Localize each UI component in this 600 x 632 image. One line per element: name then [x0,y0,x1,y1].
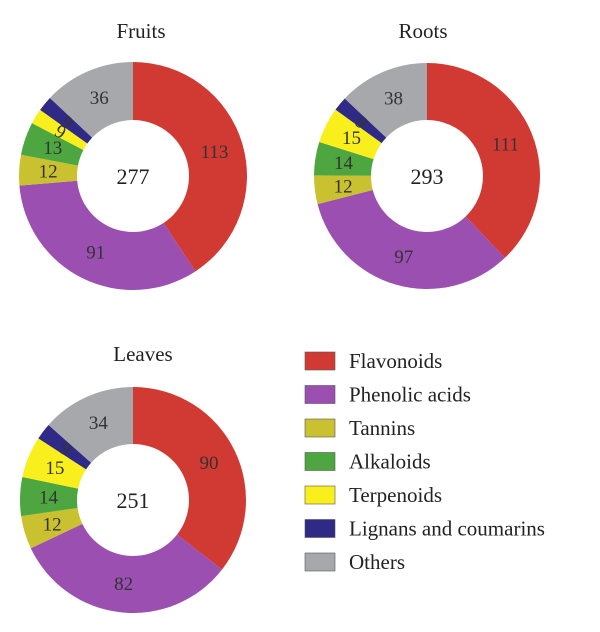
legend-swatch-tannins [304,418,336,438]
slice-fruits-tannins [19,154,78,186]
slice-leaves-lignans-and-coumarins [38,424,92,470]
slice-label-leaves-phenolic-acids: 82 [114,574,133,595]
legend-swatch-phenolic-acids [304,385,336,404]
legend-swatch-alkaloids [304,452,336,471]
legend-label-terpenoids: Terpenoids [349,483,442,507]
slice-roots-lignans-and-coumarins [335,98,387,144]
slice-leaves-phenolic-acids [30,523,222,613]
slice-fruits-alkaloids [20,123,84,166]
legend: Flavonoids Phenolic acids Tannins Alkaloids… [304,349,545,574]
legend-label-others: Others [349,550,405,574]
slice-label-leaves-flavonoids: 90 [199,453,218,474]
slice-label-fruits-tannins: 12 [39,162,58,183]
slice-leaves-terpenoids [22,438,87,489]
slice-fruits-others [49,62,133,138]
slice-fruits-lignans-and-coumarins [40,97,93,144]
chart-title-fruits: Fruits [116,19,165,43]
legend-label-tannins: Tannins [349,416,415,440]
slice-roots-others [344,63,427,138]
slice-label-fruits-others: 36 [90,88,109,109]
slice-leaves-tannins [21,507,83,549]
legend-swatch-terpenoids [304,485,336,505]
slice-roots-alkaloids [314,142,374,176]
legend-swatch-lignans-and-coumarins [304,519,336,538]
center-total-fruits: 277 [117,164,150,189]
legend-label-phenolic-acids: Phenolic acids [349,383,471,407]
slice-label-fruits-flavonoids: 113 [201,142,229,163]
slice-fruits-flavonoids [133,62,248,272]
slice-label-leaves-tannins: 12 [43,514,62,535]
slice-label-fruits-alkaloids: 13 [43,138,62,159]
chart-title-roots: Roots [398,19,447,43]
legend-swatch-others [304,552,336,572]
legend-label-alkaloids: Alkaloids [349,450,431,474]
slice-label-roots-flavonoids: 111 [492,135,519,156]
slice-label-leaves-others: 34 [89,413,109,434]
legend-label-lignans-and-coumarins: Lignans and coumarins [349,517,545,541]
slice-fruits-phenolic-acids [19,180,196,290]
legend-swatch-flavonoids [304,351,336,371]
slice-label-roots-phenolic-acids: 97 [394,247,413,268]
slice-leaves-others [48,387,133,463]
slice-leaves-flavonoids [133,387,246,570]
slice-label-roots-terpenoids: 15 [342,128,361,149]
slice-leaves-alkaloids [19,477,79,517]
slice-roots-flavonoids [427,63,540,258]
slice-label-roots-others: 38 [384,88,403,109]
slice-label-roots-tannins: 12 [334,176,353,197]
slice-roots-phenolic-acids [317,189,505,289]
slice-label-leaves-alkaloids: 14 [39,487,59,508]
slice-roots-tannins [314,175,373,205]
slice-roots-terpenoids [319,109,382,160]
chart-title-leaves: Leaves [113,342,172,366]
slice-label-roots-alkaloids: 14 [334,153,354,174]
center-total-leaves: 251 [117,488,150,513]
slice-label-fruits-phenolic-acids: 91 [86,242,105,263]
center-total-roots: 293 [411,164,444,189]
legend-label-flavonoids: Flavonoids [349,349,442,373]
slice-label-leaves-terpenoids: 15 [45,458,64,479]
slice-fruits-terpenoids [31,109,88,151]
